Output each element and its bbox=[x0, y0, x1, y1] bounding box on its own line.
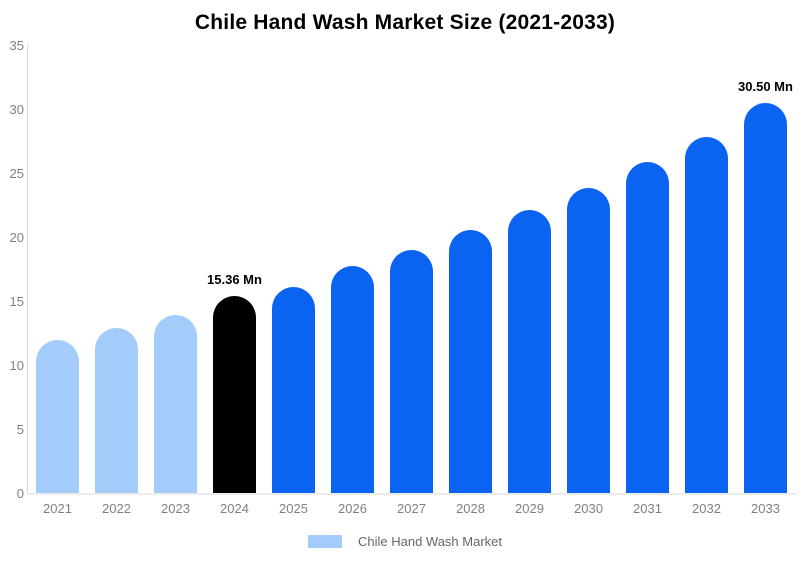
x-axis-line bbox=[27, 493, 797, 495]
bar-slot: 2029 bbox=[500, 45, 559, 516]
x-tick-label: 2032 bbox=[692, 501, 721, 516]
bar-2025[interactable] bbox=[272, 286, 315, 493]
bar-2029[interactable] bbox=[508, 210, 551, 493]
x-tick-label: 2028 bbox=[456, 501, 485, 516]
x-tick-label: 2025 bbox=[279, 501, 308, 516]
x-tick-label: 2029 bbox=[515, 501, 544, 516]
bar-2026[interactable] bbox=[331, 266, 374, 493]
x-tick-label: 2022 bbox=[102, 501, 131, 516]
bar-2032[interactable] bbox=[685, 137, 728, 493]
x-tick-label: 2031 bbox=[633, 501, 662, 516]
chart-title: Chile Hand Wash Market Size (2021-2033) bbox=[194, 11, 616, 34]
data-label-2024: 15.36 Mn bbox=[207, 272, 262, 288]
x-tick-label: 2026 bbox=[338, 501, 367, 516]
bar-slot: 2022 bbox=[87, 45, 146, 516]
bar-2023[interactable] bbox=[154, 315, 197, 493]
x-tick-label: 2030 bbox=[574, 501, 603, 516]
x-tick-label: 2027 bbox=[397, 501, 426, 516]
bar-2027[interactable] bbox=[390, 249, 433, 493]
bar-slot: 2033 30.50 Mn bbox=[736, 45, 795, 516]
legend[interactable]: Chile Hand Wash Market bbox=[0, 534, 810, 549]
x-tick-label: 2024 bbox=[220, 501, 249, 516]
bar-slot: 2021 bbox=[28, 45, 87, 516]
x-tick-label: 2033 bbox=[751, 501, 780, 516]
x-tick-label: 2023 bbox=[161, 501, 190, 516]
bar-slot: 2030 bbox=[559, 45, 618, 516]
legend-swatch bbox=[307, 535, 342, 548]
bar-2024[interactable] bbox=[213, 296, 256, 493]
data-label-2033: 30.50 Mn bbox=[738, 78, 793, 94]
bar-slot: 2025 bbox=[264, 45, 323, 516]
bar-2030[interactable] bbox=[567, 187, 610, 493]
y-tick-label: 20 bbox=[9, 229, 24, 245]
bar-2033[interactable] bbox=[744, 102, 787, 493]
bar-2028[interactable] bbox=[449, 229, 492, 493]
bar-slot: 2024 15.36 Mn bbox=[205, 45, 264, 516]
y-tick-label: 30 bbox=[9, 101, 24, 117]
bar-slot: 2028 bbox=[441, 45, 500, 516]
legend-label: Chile Hand Wash Market bbox=[357, 534, 502, 549]
plot-area: 2021 2022 2023 2024 15.36 Mn 2025 2026 2027 2028… bbox=[28, 45, 795, 516]
y-tick-label: 10 bbox=[9, 357, 24, 373]
y-tick-label: 15 bbox=[9, 293, 24, 309]
bar-2031[interactable] bbox=[626, 162, 669, 493]
y-tick-label: 25 bbox=[9, 165, 24, 181]
bar-slot: 2023 bbox=[146, 45, 205, 516]
y-tick-label: 35 bbox=[9, 37, 24, 53]
y-axis-line bbox=[27, 45, 28, 493]
y-tick-label: 5 bbox=[16, 421, 24, 437]
bar-slot: 2032 bbox=[677, 45, 736, 516]
x-tick-label: 2021 bbox=[43, 501, 72, 516]
bar-2021[interactable] bbox=[36, 340, 79, 493]
bar-slot: 2031 bbox=[618, 45, 677, 516]
bar-2022[interactable] bbox=[95, 327, 138, 493]
bar-slot: 2026 bbox=[323, 45, 382, 516]
bar-slot: 2027 bbox=[382, 45, 441, 516]
y-tick-label: 0 bbox=[16, 485, 24, 501]
